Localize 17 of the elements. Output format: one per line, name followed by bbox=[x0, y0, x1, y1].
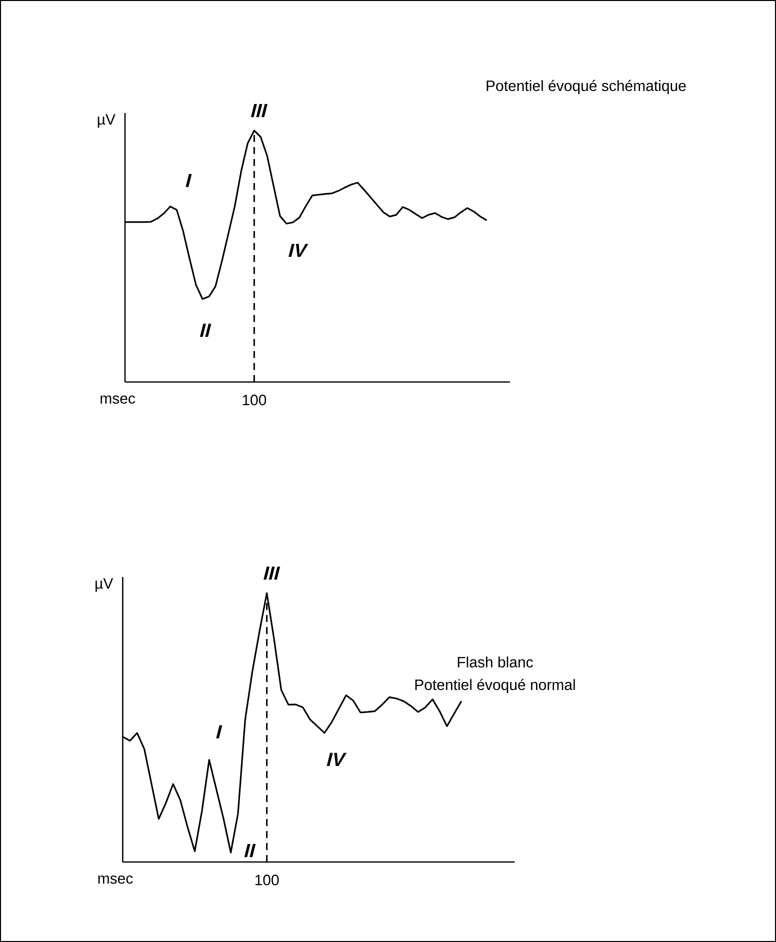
x-axis-title: msec bbox=[100, 396, 136, 404]
annotation: I bbox=[216, 725, 222, 738]
text: Flash blanc bbox=[458, 656, 533, 668]
y-axis-title: µV bbox=[98, 114, 116, 128]
text: Potentiel évoqué normal bbox=[415, 678, 575, 694]
annotation: IV bbox=[326, 752, 347, 766]
annotation: II bbox=[200, 324, 212, 337]
text: III bbox=[250, 104, 268, 118]
annotation: II bbox=[244, 844, 256, 858]
text: 100 bbox=[255, 874, 279, 886]
annotation: I bbox=[186, 174, 192, 188]
annotation: IV bbox=[288, 244, 308, 257]
text: III bbox=[264, 566, 280, 580]
text: Potentiel évoqué schématique bbox=[486, 80, 686, 94]
x-axis-title: msec bbox=[98, 876, 133, 884]
text: 100 bbox=[242, 394, 266, 406]
y-axis-title: µV bbox=[96, 578, 114, 592]
